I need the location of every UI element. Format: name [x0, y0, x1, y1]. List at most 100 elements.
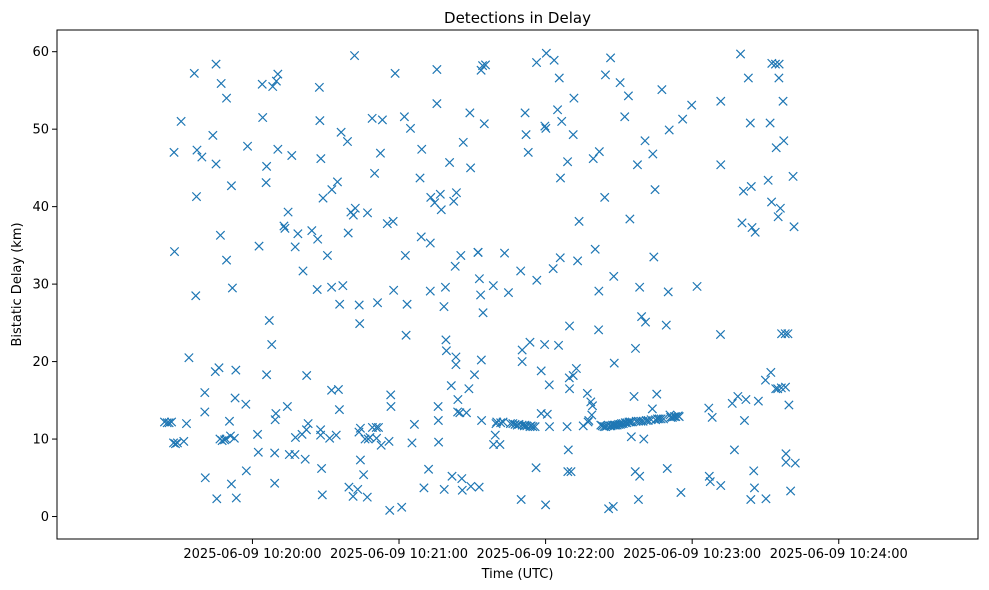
data-point: [650, 184, 660, 195]
data-point: [735, 49, 746, 59]
data-point: [629, 391, 639, 402]
data-point: [790, 458, 800, 468]
data-point: [191, 191, 202, 202]
chart-title: Detections in Delay: [444, 9, 591, 27]
data-point: [516, 494, 526, 505]
data-point: [716, 160, 726, 170]
data-point: [526, 421, 536, 431]
x-tick-label: 2025-06-09 10:23:00: [623, 547, 761, 562]
data-point: [654, 414, 664, 424]
data-point: [333, 384, 344, 395]
data-point: [221, 255, 232, 265]
data-point: [663, 287, 673, 297]
data-point: [520, 108, 530, 118]
data-point: [774, 73, 784, 83]
data-point: [386, 401, 396, 412]
data-point: [293, 229, 303, 239]
data-point: [457, 473, 467, 484]
data-point: [436, 205, 446, 215]
data-point: [738, 186, 749, 196]
data-point: [385, 505, 395, 515]
data-point: [300, 454, 310, 464]
data-point: [261, 370, 272, 380]
data-point: [273, 144, 283, 154]
data-point: [280, 223, 290, 233]
data-point: [774, 59, 784, 69]
data-point: [200, 473, 210, 483]
data-point: [169, 147, 179, 158]
data-point: [166, 417, 177, 427]
data-point: [261, 161, 272, 171]
data-point: [479, 119, 489, 129]
data-point: [753, 396, 764, 406]
data-point: [517, 345, 527, 355]
data-point: [648, 149, 658, 159]
data-point: [633, 416, 644, 426]
data-point: [569, 93, 579, 103]
data-point: [563, 445, 573, 455]
data-point: [763, 175, 773, 185]
data-point: [548, 263, 558, 274]
data-point: [588, 153, 598, 164]
data-point: [780, 329, 790, 339]
data-point: [657, 85, 667, 95]
data-point: [441, 335, 451, 345]
data-point: [426, 192, 436, 202]
data-point: [773, 384, 783, 394]
data-point: [334, 404, 345, 415]
data-point: [555, 173, 566, 183]
x-tick-label: 2025-06-09 10:21:00: [330, 547, 468, 562]
data-point: [636, 312, 647, 322]
y-tick-label: 30: [32, 278, 49, 293]
data-point: [554, 73, 564, 83]
x-tick-label: 2025-06-09 10:20:00: [183, 547, 321, 562]
data-point: [444, 157, 455, 168]
data-point: [594, 147, 604, 157]
data-point: [401, 330, 411, 340]
data-point: [540, 121, 550, 131]
data-point: [343, 228, 353, 238]
data-point: [475, 290, 486, 300]
data-point: [656, 414, 666, 424]
data-point: [499, 248, 510, 258]
data-point: [553, 340, 564, 350]
data-point: [433, 401, 443, 412]
data-point: [432, 98, 442, 109]
y-tick-label: 60: [32, 45, 49, 60]
data-point: [270, 448, 280, 458]
data-point: [568, 370, 578, 381]
data-point: [449, 196, 459, 206]
data-point: [630, 343, 641, 354]
data-point: [216, 78, 226, 89]
data-point: [562, 422, 572, 432]
data-point: [419, 483, 429, 493]
y-axis-label: Bistatic Delay (km): [10, 222, 25, 346]
data-point: [273, 69, 283, 79]
data-point: [765, 118, 775, 128]
data-point: [587, 410, 597, 420]
data-point: [544, 422, 555, 432]
data-point: [674, 411, 684, 422]
data-point: [197, 152, 207, 162]
data-point: [590, 244, 600, 254]
data-point: [397, 502, 407, 512]
data-point: [317, 490, 327, 500]
x-axis-label: Time (UTC): [481, 567, 554, 582]
data-point: [541, 123, 551, 134]
data-point: [282, 401, 292, 412]
data-point: [587, 401, 598, 411]
data-point: [525, 337, 535, 347]
data-point: [270, 478, 280, 488]
data-point: [490, 430, 500, 440]
data-point: [584, 415, 594, 426]
data-point: [631, 416, 641, 426]
data-point: [417, 144, 427, 154]
data-point: [727, 398, 737, 409]
data-point: [344, 482, 354, 492]
data-point: [342, 136, 353, 147]
data-point: [747, 222, 757, 233]
data-point: [450, 261, 460, 271]
data-point: [633, 494, 644, 505]
data-point: [473, 247, 483, 257]
